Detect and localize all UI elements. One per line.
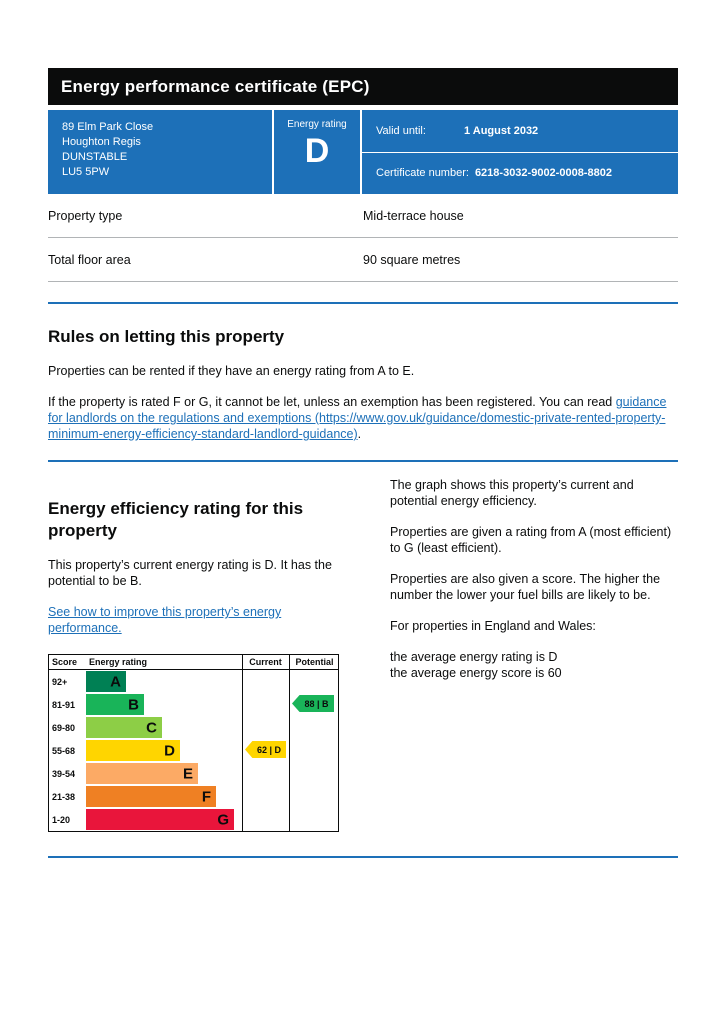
valid-until-row: Valid until: 1 August 2032 bbox=[362, 110, 678, 153]
band-letter: C bbox=[146, 719, 157, 736]
efficiency-rating-section: Energy efficiency rating for this proper… bbox=[48, 476, 678, 832]
letting-rules-text: If the property is rated F or G, it cann… bbox=[48, 395, 616, 409]
certificate-number-label: Certificate number: bbox=[376, 167, 469, 180]
band-row-g: 1-20 G bbox=[49, 808, 338, 831]
property-type-row: Property type Mid-terrace house bbox=[48, 194, 678, 238]
average-score-line: the average energy score is 60 bbox=[390, 666, 562, 680]
potential-column-divider bbox=[289, 655, 290, 831]
band-row-b: 81-91 B bbox=[49, 693, 338, 716]
potential-rating-marker: 88 | B bbox=[292, 695, 334, 712]
efficiency-intro: This property’s current energy rating is… bbox=[48, 558, 332, 588]
certificate-header: Energy performance certificate (EPC) bbox=[48, 68, 678, 105]
current-rating-marker: 62 | D bbox=[245, 741, 286, 758]
current-rating-marker-label: 62 | D bbox=[256, 744, 282, 755]
band-letter: F bbox=[201, 788, 211, 805]
band-bar-g: G bbox=[86, 809, 234, 830]
energy-rating-column-header: Energy rating bbox=[89, 657, 148, 667]
band-score: 1-20 bbox=[52, 814, 71, 825]
energy-rating-value: D bbox=[304, 132, 330, 170]
band-row-d: 55-68 D bbox=[49, 739, 338, 762]
current-column-divider bbox=[242, 655, 243, 831]
band-letter: D bbox=[164, 742, 175, 759]
section-divider bbox=[48, 856, 678, 858]
certificate-title: Energy performance certificate (EPC) bbox=[61, 76, 370, 96]
efficiency-explainer: For properties in England and Wales: bbox=[390, 619, 596, 633]
energy-rating-badge: Energy rating D bbox=[274, 110, 360, 194]
band-bar-b: B bbox=[86, 694, 144, 715]
band-score: 81-91 bbox=[52, 699, 76, 710]
band-score: 21-38 bbox=[52, 791, 76, 802]
band-bar-e: E bbox=[86, 763, 198, 784]
efficiency-explainer: Properties are also given a score. The h… bbox=[390, 572, 661, 602]
certificate-number-value: 6218-3032-9002-0008-8802 bbox=[474, 167, 612, 180]
certificate-number-row: Certificate number: 6218-3032-9002-0008-… bbox=[362, 153, 678, 195]
floor-area-row: Total floor area 90 square metres bbox=[48, 238, 678, 282]
certificate-summary-panel: 89 Elm Park Close Houghton Regis DUNSTAB… bbox=[48, 110, 678, 194]
score-column-header: Score bbox=[52, 657, 78, 667]
energy-rating-label: Energy rating bbox=[287, 119, 347, 130]
address-line: DUNSTABLE bbox=[62, 151, 128, 163]
efficiency-explainer: Properties are given a rating from A (mo… bbox=[390, 525, 672, 555]
section-divider bbox=[48, 460, 678, 462]
certificate-validity: Valid until: 1 August 2032 Certificate n… bbox=[362, 110, 678, 194]
band-row-a: 92+ A bbox=[49, 670, 338, 693]
current-column-header: Current bbox=[249, 657, 282, 667]
property-details-table: Property type Mid-terrace house Total fl… bbox=[48, 194, 678, 282]
letting-rules-heading: Rules on letting this property bbox=[48, 327, 285, 346]
energy-rating-chart: Score Energy rating Current Potential 92… bbox=[48, 654, 339, 832]
improve-performance-link[interactable]: See how to improve this property’s energ… bbox=[48, 605, 282, 635]
efficiency-left-column: Energy efficiency rating for this proper… bbox=[48, 476, 348, 832]
average-rating-line: the average energy rating is D bbox=[390, 650, 558, 664]
valid-until-value: 1 August 2032 bbox=[464, 124, 539, 137]
efficiency-right-column: The graph shows this property’s current … bbox=[390, 476, 678, 832]
band-score: 69-80 bbox=[52, 722, 76, 733]
potential-rating-marker-label: 88 | B bbox=[304, 698, 329, 709]
band-score: 55-68 bbox=[52, 745, 76, 756]
band-row-f: 21-38 F bbox=[49, 785, 338, 808]
band-letter: B bbox=[128, 696, 139, 713]
property-address: 89 Elm Park Close Houghton Regis DUNSTAB… bbox=[48, 110, 272, 194]
band-score: 39-54 bbox=[52, 768, 76, 779]
section-divider bbox=[48, 302, 678, 304]
address-line: 89 Elm Park Close bbox=[62, 121, 154, 133]
band-bar-a: A bbox=[86, 671, 126, 692]
band-row-c: 69-80 C bbox=[49, 716, 338, 739]
band-bar-f: F bbox=[86, 786, 216, 807]
address-line: LU5 5PW bbox=[62, 166, 110, 178]
letting-rules-section: Rules on letting this property Propertie… bbox=[48, 326, 678, 442]
certificate-page: Energy performance certificate (EPC) 89 … bbox=[48, 68, 678, 858]
landlord-guidance-link[interactable]: guidance for landlords on the regulation… bbox=[48, 395, 667, 441]
efficiency-heading: Energy efficiency rating for this proper… bbox=[48, 499, 304, 540]
chart-header-row: Score Energy rating Current Potential bbox=[49, 655, 338, 670]
band-bar-d: D bbox=[86, 740, 180, 761]
improve-link-wrapper: See how to improve this property’s energ… bbox=[48, 604, 348, 636]
potential-column-header: Potential bbox=[295, 657, 334, 667]
property-type-value: Mid-terrace house bbox=[363, 209, 464, 223]
letting-rules-paragraph: Properties can be rented if they have an… bbox=[48, 364, 415, 378]
band-bar-c: C bbox=[86, 717, 162, 738]
band-letter: E bbox=[182, 765, 193, 782]
band-letter: G bbox=[217, 811, 229, 828]
floor-area-label: Total floor area bbox=[48, 253, 131, 267]
letting-rules-text-end: . bbox=[357, 427, 362, 441]
band-row-e: 39-54 E bbox=[49, 762, 338, 785]
band-letter: A bbox=[110, 673, 121, 690]
valid-until-label: Valid until: bbox=[376, 124, 426, 137]
letting-rules-paragraph: If the property is rated F or G, it cann… bbox=[48, 394, 678, 442]
property-type-label: Property type bbox=[48, 209, 123, 223]
band-score: 92+ bbox=[52, 676, 68, 687]
address-line: Houghton Regis bbox=[62, 136, 141, 148]
floor-area-value: 90 square metres bbox=[363, 253, 461, 267]
efficiency-explainer: The graph shows this property’s current … bbox=[390, 478, 634, 508]
national-averages: the average energy rating is D the avera… bbox=[390, 649, 678, 681]
